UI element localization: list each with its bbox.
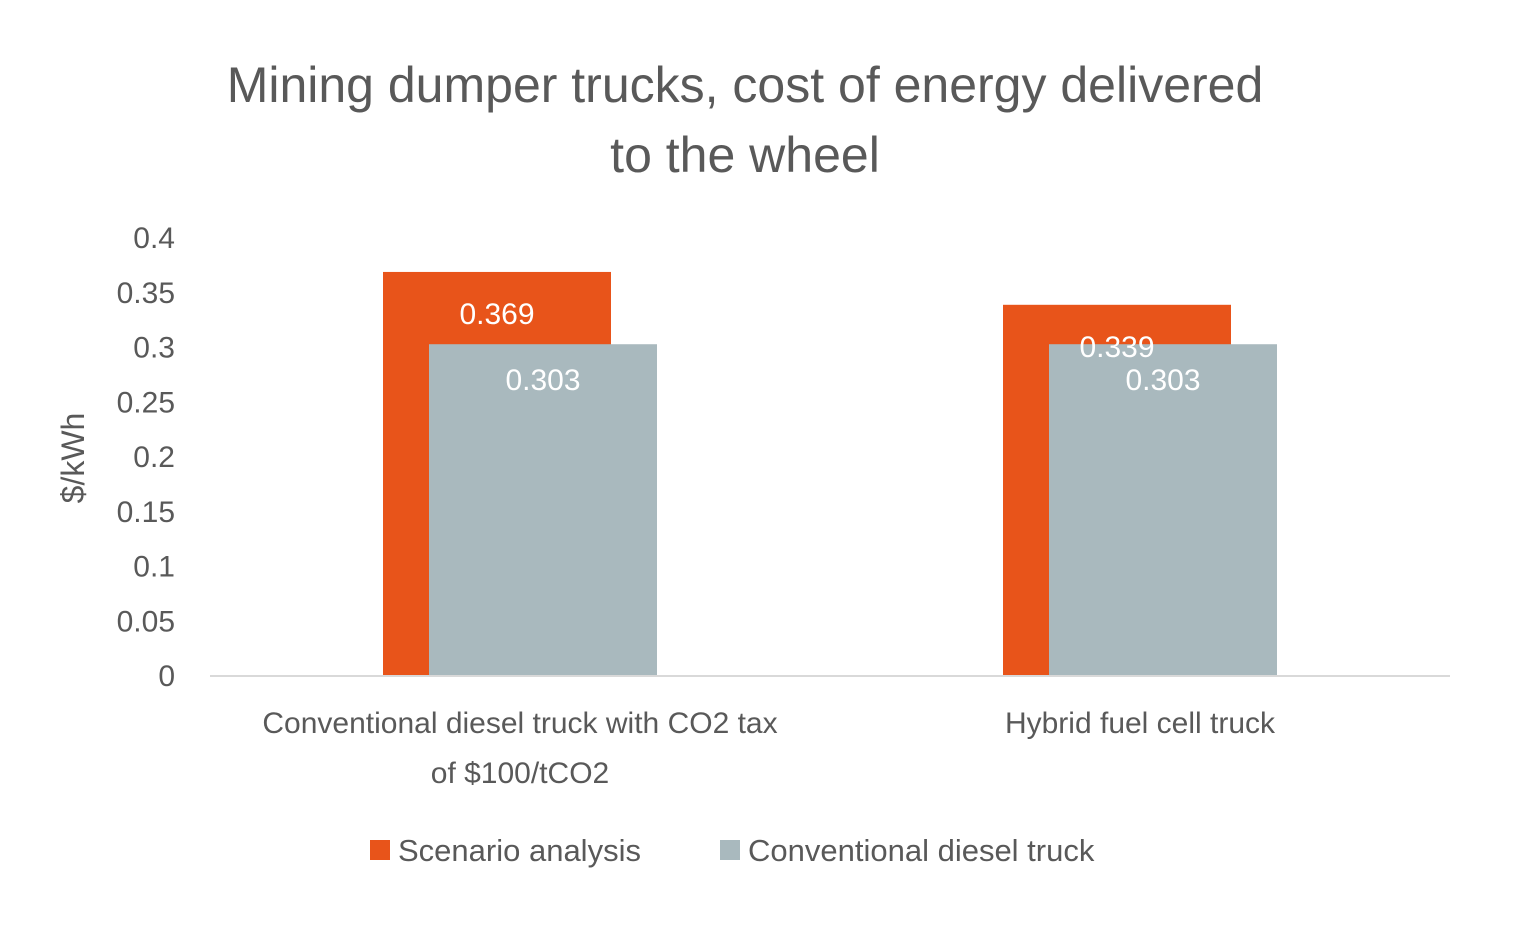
y-axis-ticks: 0 0.05 0.1 0.15 0.2 0.25 0.3 0.35 0.4 [117,222,175,693]
y-tick-label: 0.2 [133,441,175,474]
y-tick-label: 0.05 [117,605,175,638]
y-tick-label: 0.4 [133,222,175,255]
legend-label: Conventional diesel truck [748,833,1095,868]
bar-conventional-1 [1049,344,1277,676]
y-axis-label: $/kWh [55,413,91,504]
category-labels: Conventional diesel truck with CO2 tax of… [262,707,1276,790]
chart-title: Mining dumper trucks, cost of energy del… [227,57,1264,183]
legend: Scenario analysis Conventional diesel tru… [370,833,1095,868]
y-tick-label: 0 [158,660,175,693]
y-tick-label: 0.15 [117,496,175,529]
category-label: Conventional diesel truck with CO2 tax [262,707,777,740]
y-tick-label: 0.25 [117,386,175,419]
y-tick-label: 0.1 [133,551,175,584]
category-label: Hybrid fuel cell truck [1005,707,1276,740]
bar-conventional-0 [429,344,657,676]
y-tick-label: 0.3 [133,332,175,365]
bars [383,271,1277,676]
data-label: 0.339 [1079,331,1154,364]
y-tick-label: 0.35 [117,277,175,310]
category-label: of $100/tCO2 [431,757,609,790]
data-label: 0.303 [1125,364,1200,397]
legend-swatch [370,840,390,860]
chart-title-line-2: to the wheel [610,127,880,183]
data-label: 0.303 [505,364,580,397]
legend-label: Scenario analysis [398,833,641,868]
data-label: 0.369 [459,298,534,331]
legend-swatch [720,840,740,860]
chart-title-line-1: Mining dumper trucks, cost of energy del… [227,57,1264,113]
